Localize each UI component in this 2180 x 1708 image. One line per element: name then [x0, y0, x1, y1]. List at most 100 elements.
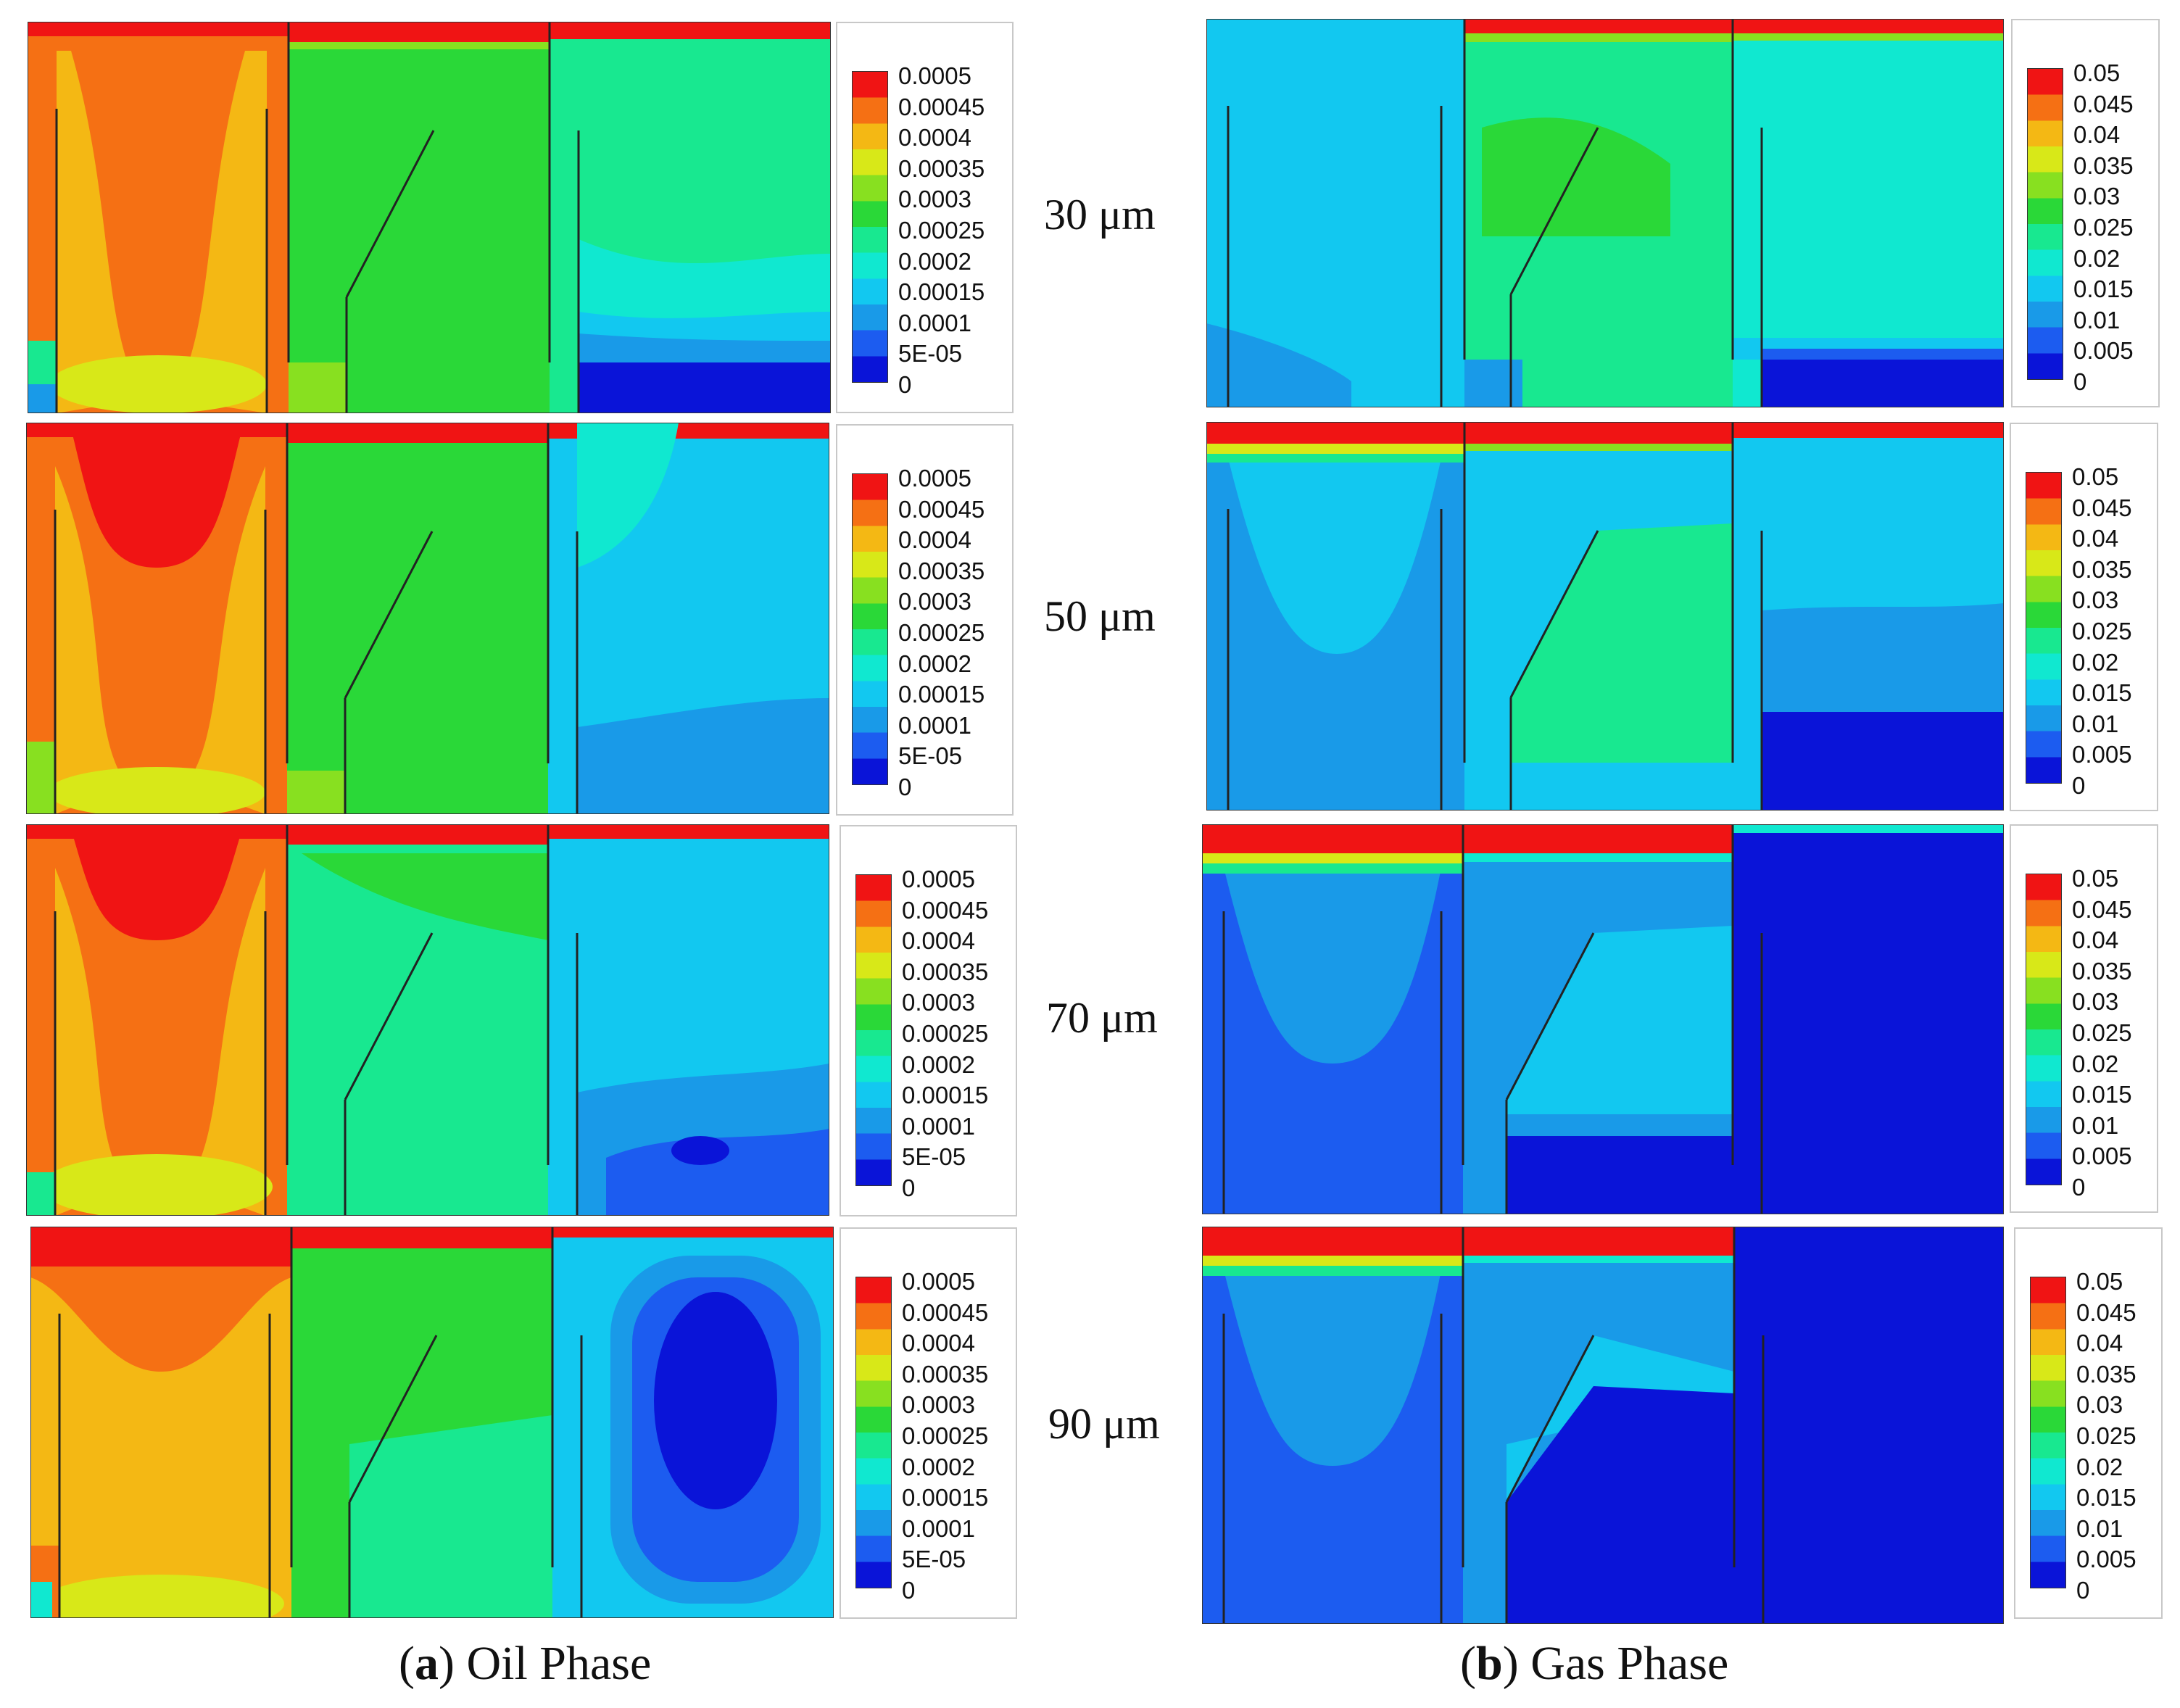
gas-colorbar-7 [2030, 1277, 2066, 1588]
gas-legend-tick: 0.04 [2072, 926, 2119, 954]
gas-contour-90um [1202, 1227, 2004, 1624]
oil-legend-tick: 0 [902, 1577, 916, 1604]
oil-legend-tick: 0.0005 [898, 465, 971, 492]
oil-legend-tick: 0.00035 [902, 958, 989, 985]
oil-legend-tick: 0.00045 [902, 1298, 989, 1326]
oil-legend-tick: 0.0004 [898, 526, 971, 554]
gas-legend-tick: 0.03 [2076, 1391, 2123, 1419]
oil-legend-tick: 0.0004 [902, 1330, 975, 1357]
oil-phase-caption: (a) Oil Phase [399, 1637, 652, 1690]
gas-colorbar-5 [2026, 472, 2062, 784]
oil-colorbar-1 [852, 473, 888, 785]
gas-colorbar-4 [2027, 68, 2063, 380]
gas-legend-tick: 0.015 [2076, 1484, 2137, 1512]
row-label-50um: 50 μm [1044, 592, 1156, 640]
gas-legend-tick: 0.005 [2072, 1143, 2132, 1170]
oil-legend-tick: 0 [898, 774, 912, 800]
oil-legend-tick: 0 [902, 1174, 916, 1201]
oil-legend-tick: 0.0001 [898, 309, 971, 336]
oil-colorbar-3 [855, 1277, 892, 1588]
oil-legend-tick: 0.00025 [902, 1020, 989, 1047]
gas-legend-tick: 0.035 [2073, 152, 2134, 179]
row-label-90um: 90 μm [1048, 1400, 1160, 1448]
gas-legend-tick: 0.05 [2072, 463, 2119, 490]
gas-legend-tick: 0 [2073, 368, 2087, 395]
gas-legend-tick: 0.03 [2072, 988, 2119, 1016]
gas-caption-letter: b [1475, 1637, 1503, 1690]
oil-legend-tick: 0.0003 [902, 989, 975, 1016]
oil-legend-tick: 0.0005 [898, 62, 971, 89]
gas-legend-tick: 0.04 [2073, 121, 2121, 149]
gas-legend-tick: 0.03 [2072, 586, 2119, 614]
gas-legend-tick: 0.045 [2076, 1298, 2137, 1326]
oil-contour-90um [30, 1227, 834, 1618]
gas-legend-tick: 0.005 [2072, 741, 2132, 768]
oil-legend-tick: 0.00025 [898, 217, 985, 244]
oil-colorbar-2 [855, 874, 892, 1186]
gas-legend-tick: 0.01 [2073, 306, 2121, 333]
oil-legend-tick: 5E-05 [902, 1546, 966, 1573]
oil-caption-text: Oil Phase [466, 1637, 652, 1690]
gas-contour-70um [1202, 824, 2004, 1214]
gas-legend-tick: 0.015 [2073, 275, 2134, 303]
gas-legend-tick: 0.015 [2072, 679, 2132, 707]
gas-phase-caption: (b) Gas Phase [1460, 1637, 1729, 1690]
gas-legend-tick: 0 [2072, 772, 2086, 799]
oil-legend-tick: 0.0003 [898, 588, 971, 615]
gas-legend-tick: 0.015 [2072, 1081, 2132, 1108]
gas-legend-tick: 0.025 [2072, 618, 2132, 644]
gas-legend-tick: 0.005 [2073, 337, 2134, 365]
row-label-70um: 70 μm [1046, 994, 1158, 1042]
oil-legend-tick: 0.0001 [902, 1514, 975, 1542]
oil-legend-tick: 0.0005 [902, 866, 975, 892]
gas-legend-tick: 0 [2076, 1577, 2090, 1604]
gas-legend-tick: 0.035 [2076, 1360, 2137, 1388]
gas-legend-tick: 0.025 [2072, 1019, 2132, 1046]
gas-legend-tick: 0.025 [2073, 214, 2134, 241]
oil-legend-tick: 0.0001 [898, 711, 971, 739]
gas-legend-tick: 0 [2072, 1174, 2086, 1201]
oil-contour-30um [28, 22, 831, 413]
oil-legend-tick: 0.00015 [902, 1082, 989, 1109]
gas-legend-tick: 0.005 [2076, 1546, 2137, 1573]
gas-contour-50um [1206, 422, 2004, 811]
gas-contour-30um [1206, 19, 2004, 407]
oil-legend-tick: 0.00035 [898, 557, 985, 584]
gas-colorbar-6 [2026, 874, 2062, 1185]
gas-legend-tick: 0.045 [2073, 90, 2134, 117]
gas-legend-tick: 0.02 [2076, 1453, 2123, 1480]
oil-legend-tick: 5E-05 [898, 340, 963, 368]
gas-legend-tick: 0.02 [2073, 244, 2121, 272]
oil-legend-tick: 0.0002 [898, 650, 971, 677]
gas-legend-tick: 0.01 [2076, 1514, 2123, 1542]
oil-legend-tick: 5E-05 [898, 742, 963, 770]
gas-legend-tick: 0.05 [2072, 865, 2119, 892]
oil-legend-tick: 0.00015 [898, 278, 985, 306]
gas-legend-tick: 0.035 [2072, 957, 2132, 984]
oil-legend-tick: 0.00015 [902, 1484, 989, 1512]
gas-legend-tick: 0.03 [2073, 183, 2121, 210]
gas-legend-tick: 0.045 [2072, 494, 2132, 521]
row-label-30um: 30 μm [1044, 191, 1156, 239]
oil-legend-tick: 0.00015 [898, 681, 985, 708]
gas-legend-tick: 0.04 [2076, 1330, 2123, 1357]
oil-legend-tick: 0.00045 [898, 93, 985, 120]
gas-legend-tick: 0.045 [2072, 895, 2132, 923]
oil-legend-tick: 0.00045 [902, 896, 989, 924]
gas-caption-text: Gas Phase [1530, 1637, 1729, 1690]
gas-legend-tick: 0.035 [2072, 555, 2132, 583]
oil-legend-tick: 0.00025 [898, 619, 985, 646]
oil-legend-tick: 0.00025 [902, 1422, 989, 1449]
oil-contour-50um [26, 423, 829, 814]
gas-legend-tick: 0.04 [2072, 525, 2119, 552]
oil-legend-tick: 0.0005 [902, 1268, 975, 1295]
gas-legend-tick: 0.02 [2072, 1050, 2119, 1077]
oil-legend-tick: 0.0004 [898, 124, 971, 152]
oil-legend-tick: 0.00045 [898, 495, 985, 523]
oil-legend-tick: 0.00035 [902, 1360, 989, 1388]
gas-legend-tick: 0.05 [2076, 1268, 2123, 1295]
oil-legend-tick: 0.0001 [902, 1112, 975, 1140]
oil-legend-tick: 0.0002 [902, 1453, 975, 1480]
oil-contour-70um [26, 824, 829, 1216]
gas-legend-tick: 0.02 [2072, 648, 2119, 676]
